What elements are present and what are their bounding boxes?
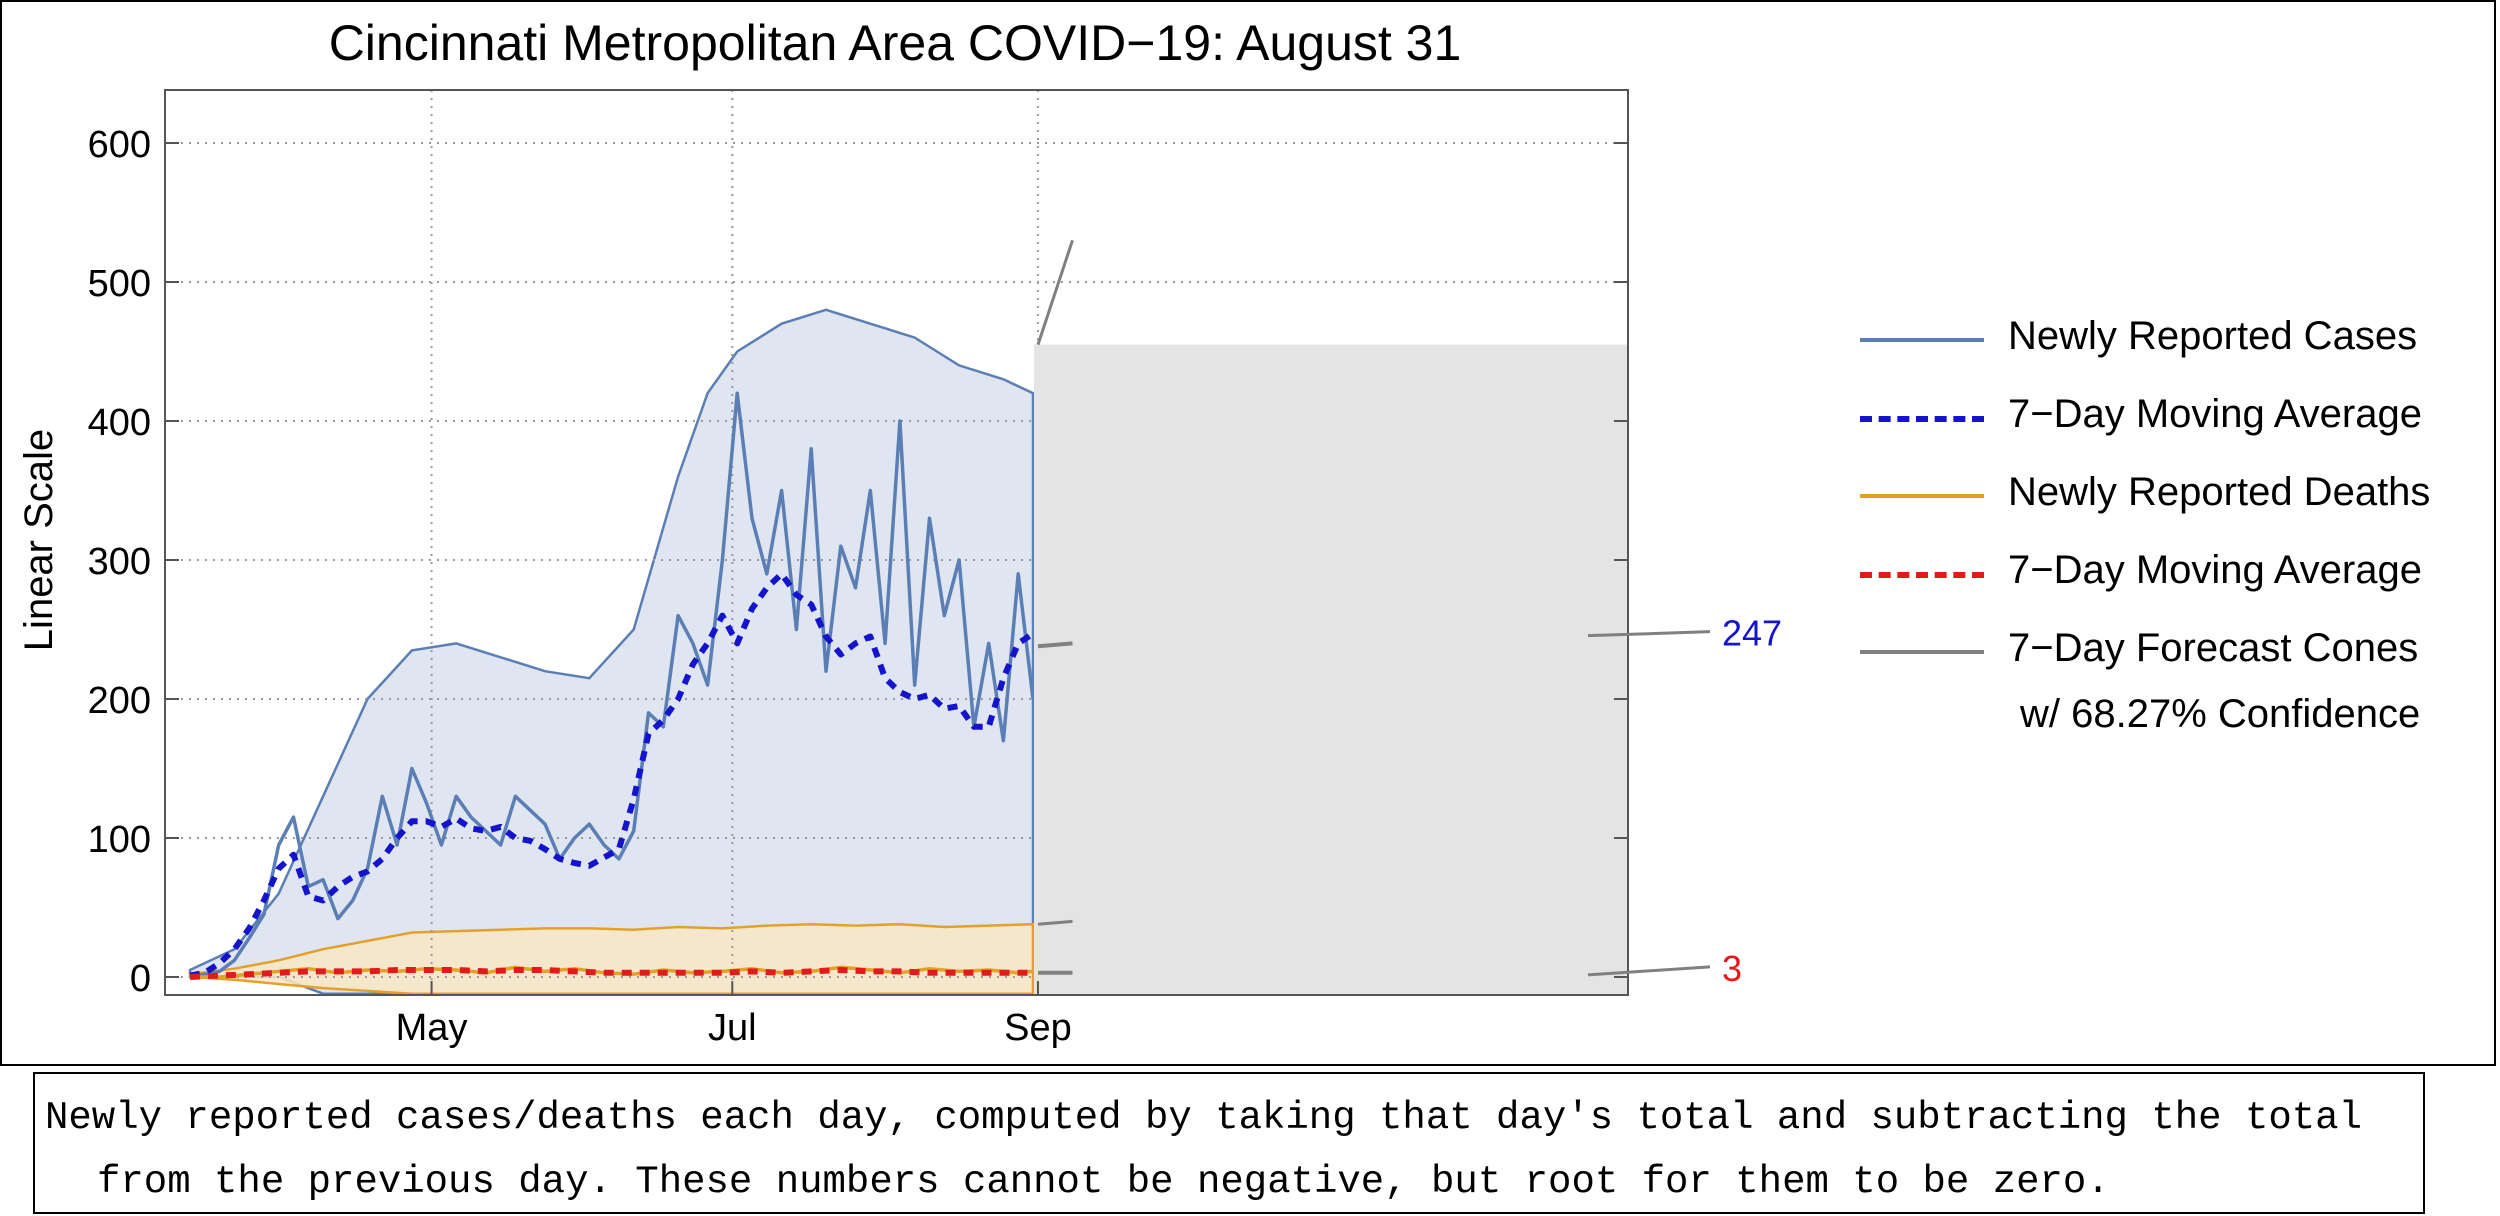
annotation-leader-line [1587,630,1711,638]
caption-box: Newly reported cases/deaths each day, co… [33,1072,2425,1214]
annotation-leader-line [1587,965,1711,977]
y-tick-label: 500 [88,263,151,305]
legend: Newly Reported Cases 7−Day Moving Averag… [1860,300,2480,736]
forecast-layer [1033,239,1628,995]
chart-svg: 0 100 200 300 400 500 600 May Jul Sep Cincinnati … [17,15,1782,1049]
legend-label-deaths-avg: 7−Day Moving Average [2008,548,2422,592]
legend-swatch-cases [1860,338,1984,342]
y-tick-label: 400 [88,402,151,444]
chart-frame [0,0,2496,1066]
annotation-deaths-average: 3 [1722,948,1742,989]
forecast-cases-upper-line [1036,239,1074,346]
legend-item-cases: Newly Reported Cases [1860,300,2480,378]
y-tick-label: 600 [88,124,151,166]
legend-swatch-forecast [1860,650,1984,654]
caption-text: Newly reported cases/deaths each day, co… [45,1096,2362,1204]
legend-label-forecast: 7−Day Forecast Cones [2008,626,2419,670]
annotation-layer: 247 3 [1587,613,1782,989]
legend-item-forecast: 7−Day Forecast Cones [1860,612,2480,690]
legend-forecast-confidence: w/ 68.27% Confidence [2020,692,2421,736]
legend-swatch-deaths-avg [1860,572,1984,578]
legend-label-deaths: Newly Reported Deaths [2008,470,2431,514]
forecast-cone-region [1033,344,1628,995]
legend-item-cases-avg: 7−Day Moving Average [1860,378,2480,456]
y-axis-label: Linear Scale [17,429,61,651]
cases-moving-average-line [189,570,1035,979]
band-layer [188,308,1035,995]
chart-title: Cincinnati Metropolitan Area COVID−19: A… [329,15,1462,71]
x-tick-label-may: May [396,1007,468,1049]
series-layer [189,391,1035,980]
forecast-cases-center-line [1037,641,1073,649]
y-tick-label: 300 [88,541,151,583]
axis-layer: 0 100 200 300 400 500 600 May Jul Sep [88,124,1628,1049]
y-tick-label: 0 [130,958,151,1000]
legend-item-deaths: Newly Reported Deaths [1860,456,2480,534]
x-tick-label-sep: Sep [1004,1007,1072,1049]
deaths-line [190,965,1034,979]
forecast-deaths-upper-line [1037,919,1073,926]
legend-label-cases: Newly Reported Cases [2008,314,2418,358]
y-tick-label: 100 [88,819,151,861]
cases-confidence-band [188,308,1035,995]
plot-frame [164,89,1629,996]
legend-swatch-cases-avg [1860,416,1984,422]
x-tick-label-jul: Jul [708,1007,757,1049]
legend-label-cases-avg: 7−Day Moving Average [2008,392,2422,436]
y-tick-label: 200 [88,680,151,722]
legend-swatch-deaths [1860,494,1984,498]
legend-item-deaths-avg: 7−Day Moving Average [1860,534,2480,612]
annotation-cases-average: 247 [1722,613,1782,654]
